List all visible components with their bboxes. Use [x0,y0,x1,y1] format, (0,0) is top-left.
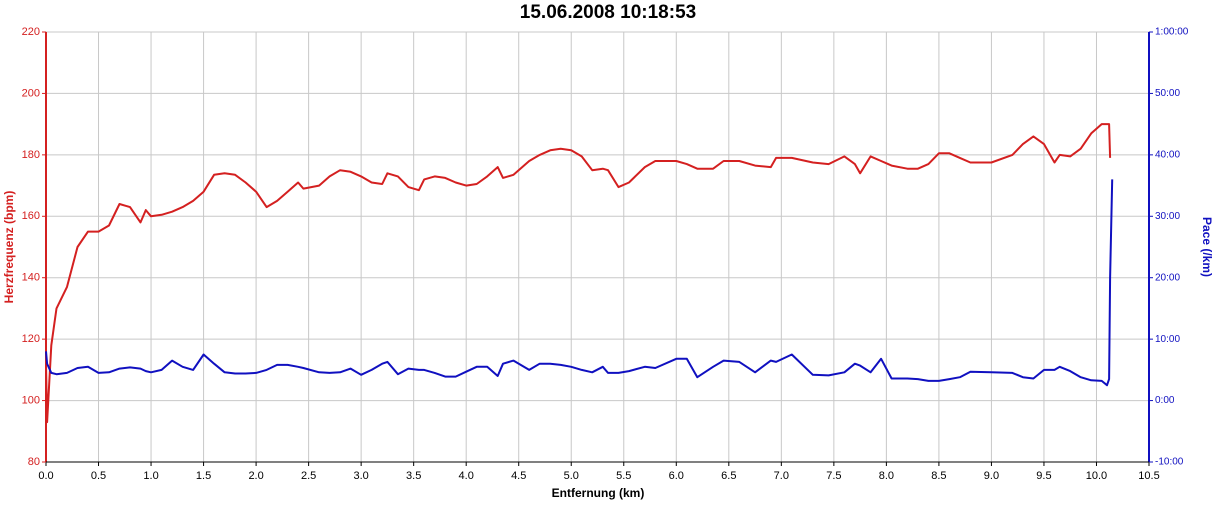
x-tick-label: 9.5 [1036,470,1051,482]
y2-tick-label: 10:00 [1155,334,1180,345]
y-tick-label: 80 [28,456,40,468]
x-tick-label: 1.5 [196,470,211,482]
x-tick-label: 6.5 [721,470,736,482]
x-tick-label: 1.0 [143,470,158,482]
x-tick-label: 9.0 [984,470,999,482]
y2-axis-label: Pace (/km) [1200,217,1214,277]
x-tick-label: 0.0 [38,470,53,482]
plot-area [45,31,1150,463]
x-tick-label: 4.0 [459,470,474,482]
y2-tick-label: -10:00 [1155,457,1184,468]
x-tick-label: 8.5 [931,470,946,482]
x-tick-label: 3.5 [406,470,421,482]
x-tick-label: 10.0 [1086,470,1107,482]
y-axis-label: Herzfrequenz (bpm) [2,191,16,304]
series-line [45,179,1114,387]
x-tick-label: 7.5 [826,470,841,482]
x-tick-label: 0.5 [91,470,106,482]
y-tick-label: 100 [22,394,40,406]
x-axis-label: Entfernung (km) [552,486,645,500]
x-tick-label: 6.0 [669,470,684,482]
x-tick-label: 10.5 [1138,470,1159,482]
y-tick-label: 120 [22,333,40,345]
y-tick-label: 220 [22,26,40,38]
x-tick-label: 2.0 [248,470,263,482]
x-tick-label: 5.5 [616,470,631,482]
chart-title: 15.06.2008 10:18:53 [520,2,696,23]
y2-tick-label: 20:00 [1155,272,1180,283]
y2-tick-label: 40:00 [1155,149,1180,160]
y2-tick-label: 30:00 [1155,211,1180,222]
y-tick-label: 160 [22,210,40,222]
y-tick-label: 180 [22,149,40,161]
x-tick-label: 8.0 [879,470,894,482]
series-line [45,123,1112,424]
x-tick-label: 7.0 [774,470,789,482]
x-tick-label: 2.5 [301,470,316,482]
x-tick-label: 3.0 [353,470,368,482]
y-tick-label: 200 [22,87,40,99]
x-tick-label: 4.5 [511,470,526,482]
y2-tick-label: 50:00 [1155,88,1180,99]
y2-tick-label: 0:00 [1155,395,1175,406]
y2-tick-label: 1:00:00 [1155,27,1189,38]
x-tick-label: 5.0 [564,470,579,482]
y-tick-label: 140 [22,272,40,284]
